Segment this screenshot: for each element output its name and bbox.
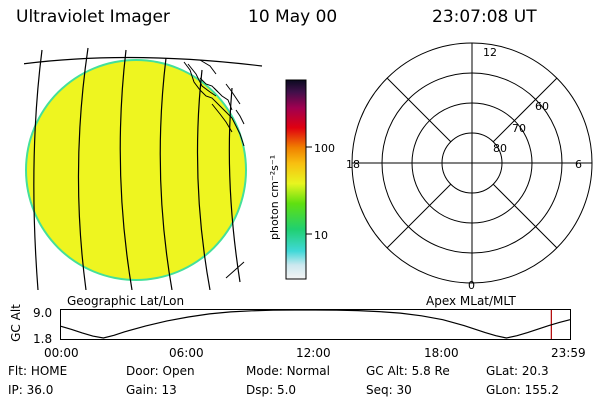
altitude-ylabel: GC Alt — [9, 304, 23, 342]
right-panel-label: Apex MLat/MLT — [426, 294, 516, 308]
earth-disk — [27, 61, 245, 279]
altitude-chart-frame — [60, 309, 571, 340]
altitude-xtick-2: 12:00 — [296, 346, 331, 360]
polar-plot — [351, 42, 593, 284]
status-ip: IP: 36.0 — [8, 383, 54, 397]
altitude-ytick-min: 1.8 — [33, 332, 53, 346]
earth-image-panel — [24, 47, 263, 290]
mlat-label-80: 80 — [493, 142, 507, 155]
status-door: Door: Open — [126, 364, 195, 378]
mlat-label-70: 70 — [512, 122, 526, 135]
altitude-xtick-3: 18:00 — [424, 346, 459, 360]
mlt-label-18: 18 — [346, 158, 360, 171]
colorbar-unit-label: photon cm⁻²s⁻¹ — [268, 155, 281, 240]
main-graphics: 100 10 photon cm⁻²s⁻¹ 12 18 6 0 60 70 80 — [24, 42, 593, 292]
instrument-title: Ultraviolet Imager — [16, 7, 170, 27]
mlat-label-60: 60 — [535, 100, 549, 113]
mlt-label-0: 0 — [468, 279, 475, 292]
altitude-xtick-1: 06:00 — [169, 346, 204, 360]
status-flt: Flt: HOME — [8, 364, 68, 378]
altitude-series-line — [60, 309, 571, 339]
status-glon: GLon: 155.2 — [486, 383, 559, 397]
status-glat: GLat: 20.3 — [486, 364, 549, 378]
status-dsp: Dsp: 5.0 — [246, 383, 297, 397]
mlt-label-12: 12 — [483, 46, 497, 59]
mlt-label-6: 6 — [575, 158, 582, 171]
status-seq: Seq: 30 — [366, 383, 412, 397]
status-mode: Mode: Normal — [246, 364, 330, 378]
date-label: 10 May 00 — [248, 7, 338, 27]
status-gc-alt: GC Alt: 5.8 Re — [366, 364, 450, 378]
left-panel-label: Geographic Lat/Lon — [67, 294, 185, 308]
altitude-xtick-0: 00:00 — [44, 346, 79, 360]
altitude-ytick-max: 9.0 — [33, 306, 53, 320]
altitude-chart — [60, 309, 571, 340]
time-label: 23:07:08 UT — [432, 7, 537, 27]
altitude-xtick-4: 23:59 — [551, 346, 586, 360]
status-gain: Gain: 13 — [126, 383, 177, 397]
coastline — [183, 59, 245, 147]
map-grid-lines — [24, 47, 263, 290]
colorbar: 100 10 photon cm⁻²s⁻¹ — [268, 79, 335, 280]
coastline-fragment — [225, 261, 245, 279]
colorbar-tick-100: 100 — [314, 142, 335, 155]
colorbar-tick-10: 10 — [314, 229, 328, 242]
